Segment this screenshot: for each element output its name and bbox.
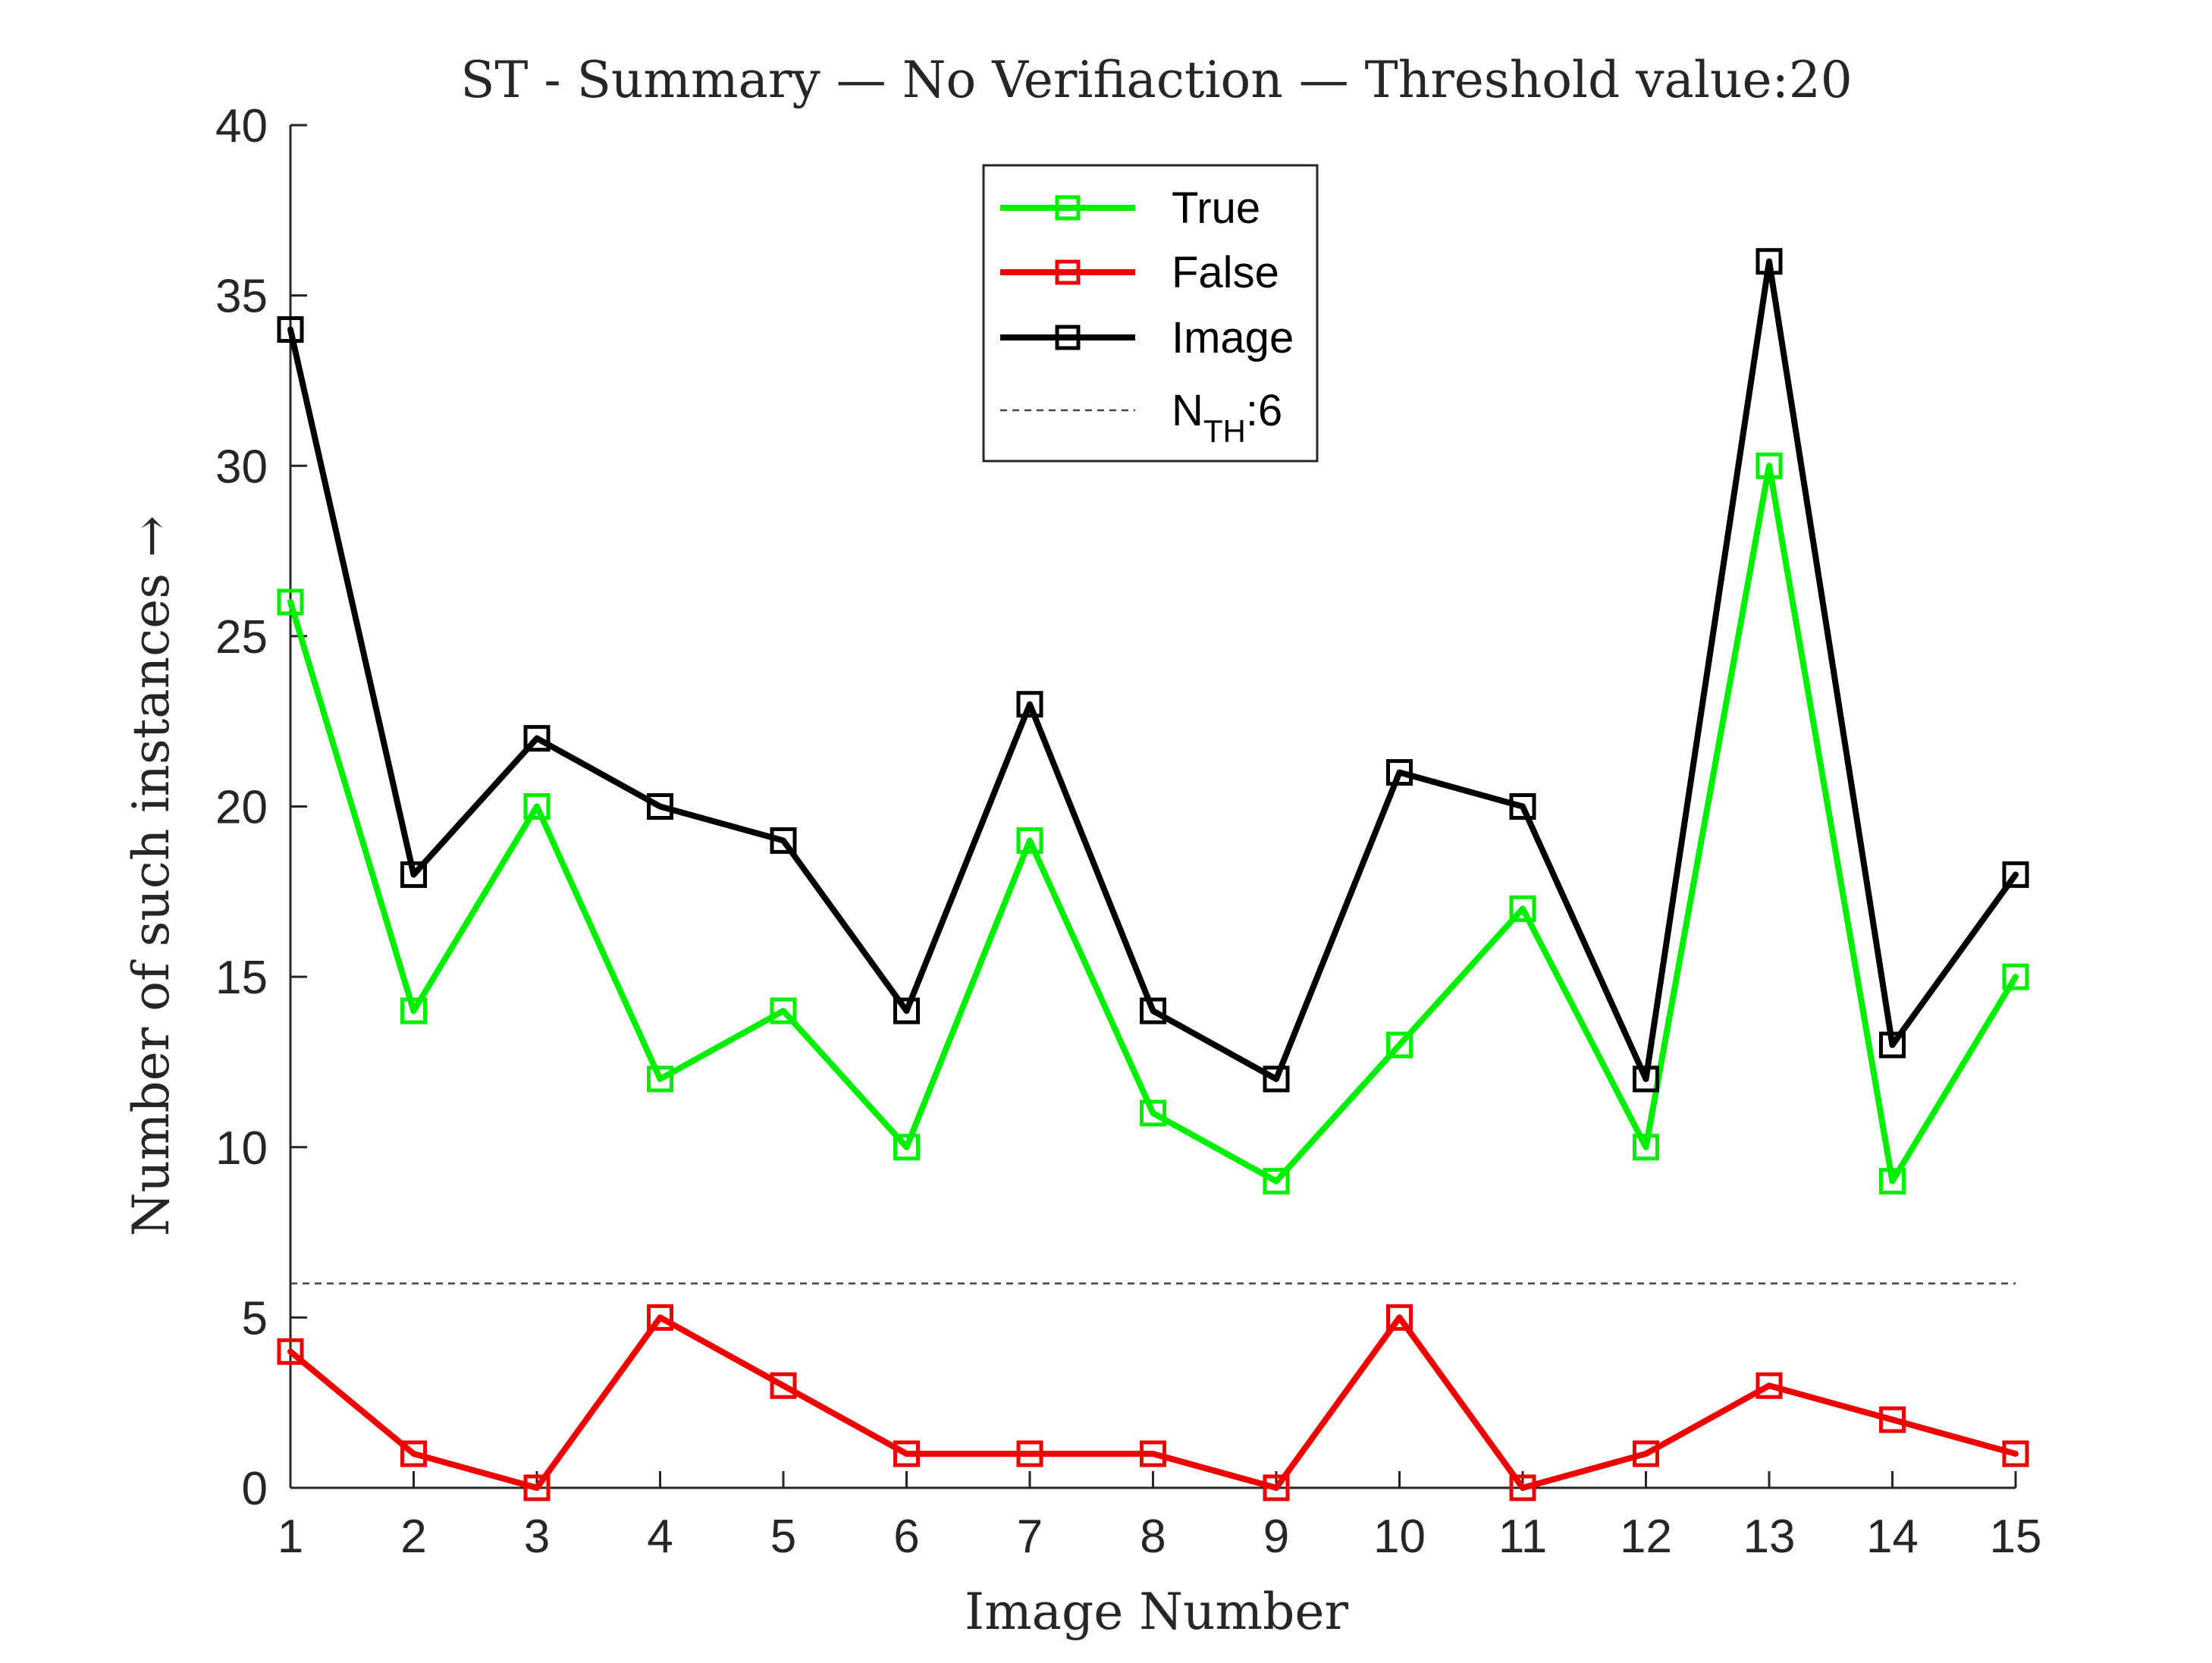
x-tick-label: 12 xyxy=(1620,1511,1672,1563)
data-point-false xyxy=(1140,1440,1166,1467)
data-point-false xyxy=(647,1304,673,1331)
data-point-image xyxy=(1263,1065,1290,1093)
series-image xyxy=(277,248,2029,1093)
x-tick-label: 1 xyxy=(278,1511,303,1563)
y-tick-label: 0 xyxy=(242,1463,268,1515)
data-point-image xyxy=(647,793,673,820)
series-line-image xyxy=(287,258,2019,1082)
x-tick-label: 13 xyxy=(1743,1511,1796,1563)
data-point-true xyxy=(1386,1031,1413,1059)
data-point-image xyxy=(770,827,797,854)
series-line-false xyxy=(287,1314,2019,1491)
data-point-false xyxy=(893,1440,920,1467)
data-point-true xyxy=(1140,1100,1166,1127)
x-tick-label: 6 xyxy=(893,1511,919,1563)
legend: True False Image NTH:6 xyxy=(982,164,1319,463)
data-point-false xyxy=(770,1372,797,1399)
x-tick-label: 8 xyxy=(1140,1511,1166,1563)
series-line-true xyxy=(287,463,2019,1184)
data-point-true xyxy=(277,588,304,616)
data-point-image xyxy=(1633,1065,1659,1093)
data-point-image xyxy=(400,861,427,888)
y-tick-label: 35 xyxy=(215,271,268,323)
data-point-false xyxy=(523,1474,551,1501)
x-tick-label: 7 xyxy=(1017,1511,1043,1563)
legend-label-image: Image xyxy=(1172,313,1294,362)
y-tick-label: 25 xyxy=(215,611,268,664)
chart-title: ST - Summary — No Verifiaction — Thresho… xyxy=(460,51,1853,109)
data-point-image xyxy=(1509,793,1536,820)
x-tick-label: 2 xyxy=(400,1511,426,1563)
x-axis-label: Image Number xyxy=(965,1583,1348,1641)
series-false xyxy=(277,1304,2029,1501)
x-tick-label: 4 xyxy=(647,1511,673,1563)
y-tick-label: 10 xyxy=(215,1122,268,1175)
data-point-true xyxy=(647,1065,673,1093)
data-point-image xyxy=(1386,759,1413,786)
data-point-true xyxy=(1509,895,1536,922)
data-point-image xyxy=(1140,997,1166,1024)
data-point-image xyxy=(1879,1031,1906,1059)
x-tick-label: 10 xyxy=(1373,1511,1426,1563)
legend-marker-false xyxy=(1055,259,1081,285)
data-point-image xyxy=(1016,691,1043,718)
data-point-image xyxy=(893,997,920,1024)
y-tick-label: 20 xyxy=(215,782,268,834)
data-point-false xyxy=(400,1440,427,1467)
x-tick-label: 11 xyxy=(1498,1511,1547,1563)
x-tick-label: 5 xyxy=(770,1511,796,1563)
y-tick-label: 40 xyxy=(215,100,268,152)
x-tick-label: 3 xyxy=(524,1511,550,1563)
x-tick-label: 14 xyxy=(1866,1511,1919,1563)
data-point-false xyxy=(1016,1440,1043,1467)
y-tick-label: 5 xyxy=(242,1292,268,1345)
data-point-false xyxy=(277,1338,304,1365)
data-point-true xyxy=(1016,827,1043,854)
data-point-true xyxy=(1879,1168,1906,1195)
series-true xyxy=(277,452,2029,1195)
x-tick-label: 9 xyxy=(1263,1511,1289,1563)
legend-label-false: False xyxy=(1172,248,1279,297)
legend-box xyxy=(982,164,1319,463)
data-point-false xyxy=(1755,1372,1783,1399)
data-point-true xyxy=(1755,452,1783,479)
data-point-image xyxy=(523,725,551,752)
data-point-true xyxy=(523,793,551,820)
data-point-false xyxy=(2002,1440,2029,1467)
data-point-false xyxy=(1386,1304,1413,1331)
legend-label-true: True xyxy=(1172,184,1260,233)
data-point-false xyxy=(1263,1474,1290,1501)
legend-marker-image xyxy=(1055,325,1081,350)
y-axis-label: Number of such instances → xyxy=(122,516,180,1237)
data-point-true xyxy=(400,997,427,1024)
data-point-true xyxy=(893,1134,920,1161)
data-point-image xyxy=(2002,861,2029,888)
y-tick-label: 30 xyxy=(215,441,268,493)
legend-marker-true xyxy=(1055,195,1081,221)
legend-label-threshold: NTH:6 xyxy=(1172,386,1282,449)
y-tick-label: 15 xyxy=(215,952,268,1004)
data-point-image xyxy=(1755,248,1783,275)
data-point-false xyxy=(1633,1440,1659,1467)
data-point-true xyxy=(1633,1134,1659,1161)
data-point-true xyxy=(1263,1168,1290,1195)
series-layer xyxy=(277,248,2029,1501)
data-point-false xyxy=(1509,1474,1536,1501)
data-point-true xyxy=(770,997,797,1024)
data-point-true xyxy=(2002,963,2029,990)
x-tick-label: 15 xyxy=(1990,1511,2042,1563)
data-point-false xyxy=(1879,1406,1906,1433)
data-point-image xyxy=(277,316,304,344)
